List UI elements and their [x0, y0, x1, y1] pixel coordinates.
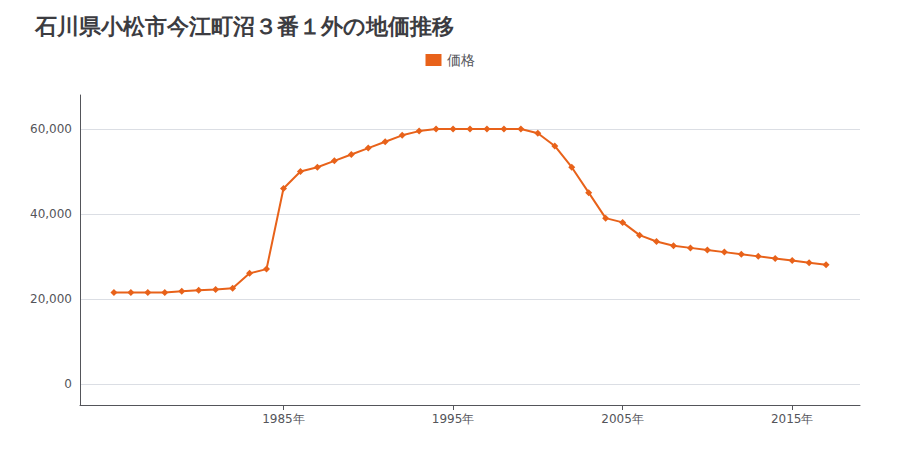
svg-text:20,000: 20,000 — [30, 292, 72, 306]
svg-text:2015年: 2015年 — [771, 412, 814, 426]
svg-text:石川県小松市今江町沼３番１外の地価推移: 石川県小松市今江町沼３番１外の地価推移 — [34, 14, 454, 39]
svg-text:0: 0 — [64, 377, 72, 391]
svg-text:40,000: 40,000 — [30, 207, 72, 221]
svg-text:1995年: 1995年 — [432, 412, 475, 426]
svg-text:価格: 価格 — [447, 52, 475, 68]
svg-text:1985年: 1985年 — [262, 412, 305, 426]
svg-text:2005年: 2005年 — [601, 412, 644, 426]
svg-text:60,000: 60,000 — [30, 122, 72, 136]
